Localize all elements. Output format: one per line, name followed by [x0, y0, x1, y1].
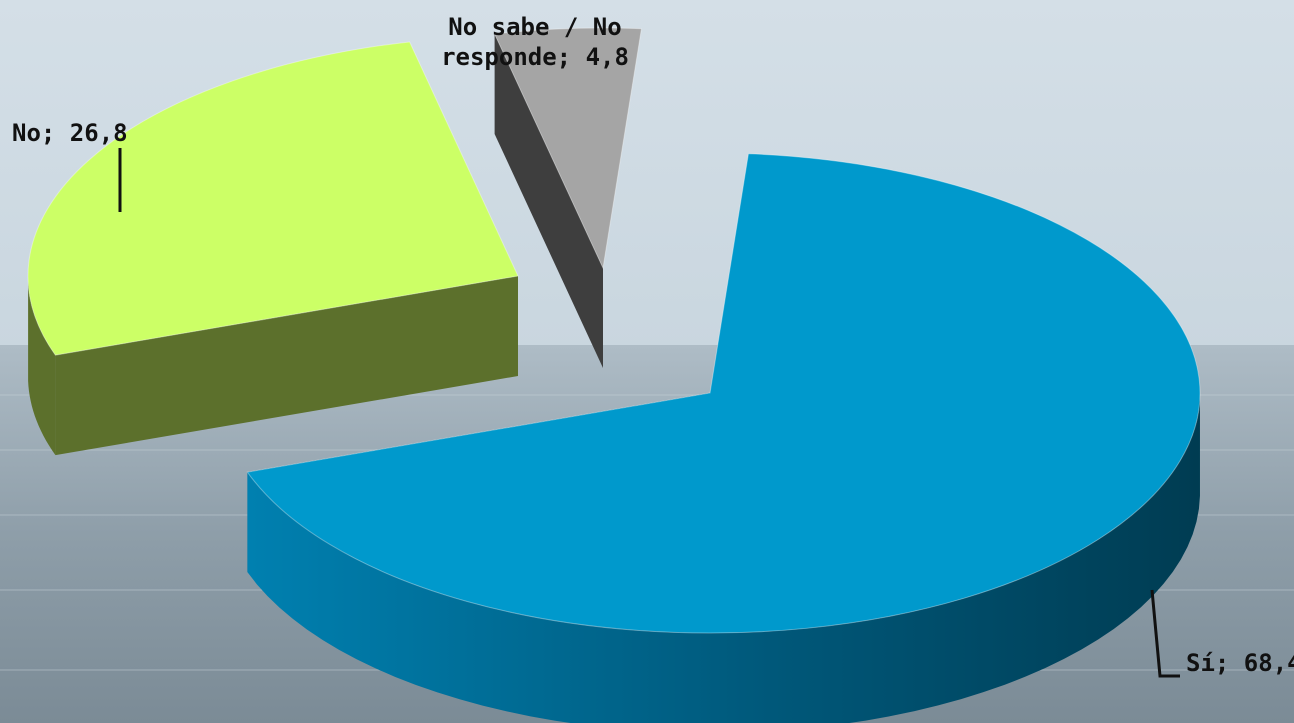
slice-label-no-sabe-line1: No sabe / No — [448, 13, 622, 41]
slice-label-si: Sí; 68,4 — [1186, 649, 1294, 677]
pie-slice-si — [246, 153, 1201, 634]
pie-slice-si-rim — [247, 395, 1200, 723]
slice-label-no-sabe-line2: responde; 4,8 — [441, 43, 629, 71]
pie-slice-no-wall — [55, 276, 518, 456]
slice-label-no: No; 26,8 — [12, 119, 128, 147]
pie-slice-no — [27, 41, 519, 356]
pie-slice-nosabe-wall — [494, 33, 603, 368]
pie-slice-no-rim — [28, 280, 56, 456]
leader-line-si — [1150, 589, 1180, 678]
slice-label-no-sabe: No sabe / No responde; 4,8 — [400, 12, 670, 72]
pie-slice-nosabe — [493, 27, 643, 270]
